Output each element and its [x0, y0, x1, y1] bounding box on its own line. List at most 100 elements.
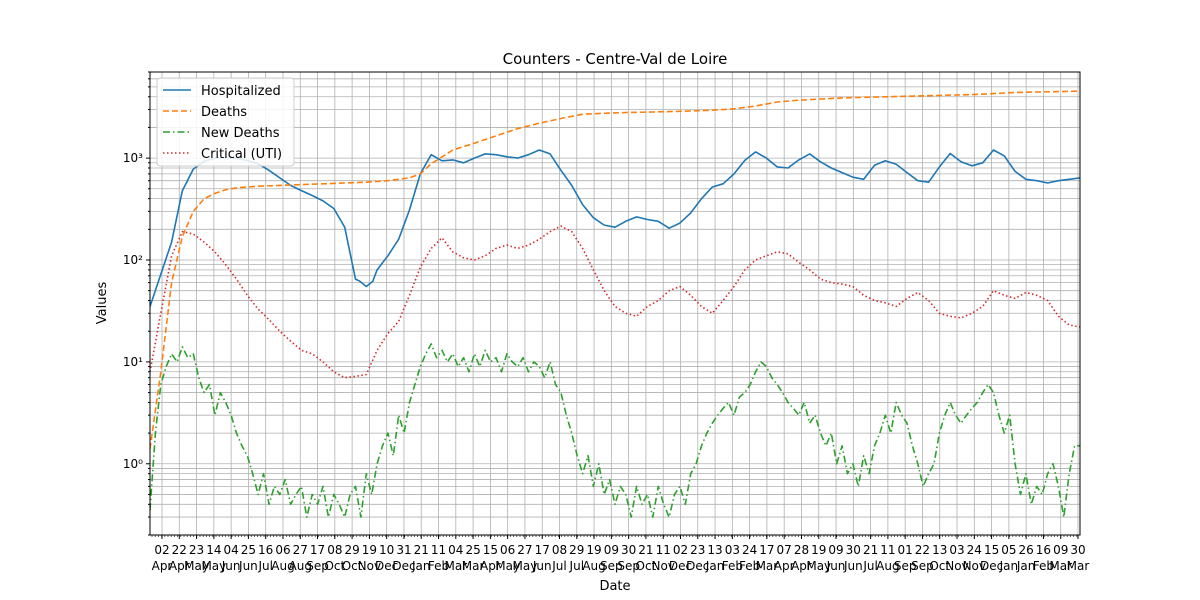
x-tick-day: 22 — [172, 543, 187, 557]
x-tick-month: Apr — [480, 559, 501, 573]
x-tick-day: 03 — [725, 543, 740, 557]
x-tick-day: 24 — [967, 543, 982, 557]
x-tick-month: May — [495, 559, 520, 573]
x-tick-day: 04 — [448, 543, 463, 557]
x-tick-day: 16 — [1036, 543, 1051, 557]
x-tick-month: Jun — [532, 559, 552, 573]
x-tick-day: 29 — [569, 543, 584, 557]
x-tick-month: Sep — [306, 559, 329, 573]
x-tick-month: Feb — [722, 559, 743, 573]
x-tick-month: Dec — [980, 559, 1003, 573]
x-tick-month: Apr — [152, 559, 173, 573]
legend-label-1: Deaths — [201, 105, 247, 120]
x-tick-day: 04 — [223, 543, 238, 557]
x-tick-day: 17 — [535, 543, 550, 557]
x-tick-month: Aug — [876, 559, 899, 573]
x-tick-day: 23 — [189, 543, 204, 557]
x-tick-month: Jan — [705, 559, 725, 573]
x-tick-month: Sep — [600, 559, 623, 573]
x-tick-day: 09 — [828, 543, 843, 557]
x-tick-day: 21 — [414, 543, 429, 557]
x-tick-day: 26 — [1019, 543, 1034, 557]
x-tick-day: 22 — [915, 543, 930, 557]
x-tick-month: Jan — [1016, 559, 1036, 573]
x-tick-month: Aug — [271, 559, 294, 573]
series-lines — [150, 90, 1080, 518]
legend-label-0: Hospitalized — [201, 84, 281, 99]
x-tick-day: 25 — [241, 543, 256, 557]
x-tick-day: 08 — [327, 543, 342, 557]
x-tick-month: Nov — [945, 559, 968, 573]
x-tick-month: Oct — [342, 559, 363, 573]
x-tick-day: 27 — [293, 543, 308, 557]
x-tick-day: 10 — [379, 543, 394, 557]
x-tick-month: Oct — [324, 559, 345, 573]
x-tick-day: 09 — [1053, 543, 1068, 557]
x-tick-day: 08 — [552, 543, 567, 557]
x-tick-day: 30 — [621, 543, 636, 557]
x-tick-day: 23 — [690, 543, 705, 557]
x-tick-month: Apr — [169, 559, 190, 573]
x-tick-month: Jun — [826, 559, 846, 573]
x-tick-month: Nov — [651, 559, 674, 573]
x-tick-month: May — [513, 559, 538, 573]
x-tick-month: Jul — [257, 559, 272, 573]
x-tick-month: Dec — [392, 559, 415, 573]
x-tick-month: Feb — [739, 559, 760, 573]
x-tick-day: 13 — [707, 543, 722, 557]
x-tick-month: Feb — [428, 559, 449, 573]
x-tick-month: Dec — [669, 559, 692, 573]
x-tick-month: Oct — [636, 559, 657, 573]
x-tick-month: Nov — [963, 559, 986, 573]
x-tick-day: 06 — [275, 543, 290, 557]
x-tick-month: Feb — [1033, 559, 1054, 573]
x-tick-day: 05 — [1001, 543, 1016, 557]
x-tick-month: Sep — [894, 559, 917, 573]
series-line-1 — [150, 90, 1080, 450]
x-tick-day: 03 — [949, 543, 964, 557]
plot-frame — [149, 71, 1081, 536]
x-tick-month: Mar — [756, 559, 779, 573]
legend-label-2: New Deaths — [201, 126, 280, 141]
x-tick-month: May — [806, 559, 831, 573]
x-tick-day: 01 — [898, 543, 913, 557]
x-tick-day: 16 — [258, 543, 273, 557]
x-tick-month: May — [184, 559, 209, 573]
x-tick-day: 06 — [500, 543, 515, 557]
x-tick-month: Oct — [929, 559, 950, 573]
x-tick-month: Mar — [444, 559, 467, 573]
series-line-0 — [150, 149, 1080, 307]
x-tick-day: 29 — [344, 543, 359, 557]
x-tick-day: 21 — [638, 543, 653, 557]
x-tick-day: 30 — [846, 543, 861, 557]
x-tick-day: 15 — [483, 543, 498, 557]
x-tick-day: 13 — [932, 543, 947, 557]
y-tick-label: 10³ — [123, 151, 143, 165]
x-tick-day: 19 — [811, 543, 826, 557]
x-axis-label: Date — [599, 579, 630, 594]
x-tick-month: Nov — [358, 559, 381, 573]
x-tick-day: 02 — [673, 543, 688, 557]
x-tick-month: May — [201, 559, 226, 573]
x-tick-month: Jan — [999, 559, 1019, 573]
x-tick-month: Jun — [221, 559, 241, 573]
chart-title: Counters - Centre-Val de Loire — [503, 50, 728, 68]
x-tick-day: 11 — [656, 543, 671, 557]
x-tick-month: Jun — [238, 559, 258, 573]
y-axis-label: Values — [95, 282, 110, 325]
x-tick-day: 02 — [154, 543, 169, 557]
x-tick-day: 31 — [396, 543, 411, 557]
y-tick-label: 10¹ — [123, 355, 143, 369]
series-line-2 — [150, 343, 1080, 518]
x-tick-month: Jul — [862, 559, 877, 573]
x-tick-day: 07 — [777, 543, 792, 557]
x-tick-month: Dec — [375, 559, 398, 573]
x-tick-day: 28 — [794, 543, 809, 557]
legend-box — [156, 77, 295, 167]
x-tick-day: 19 — [586, 543, 601, 557]
x-tick-month: Sep — [911, 559, 934, 573]
x-tick-month: Mar — [1049, 559, 1072, 573]
x-tick-day: 09 — [604, 543, 619, 557]
x-tick-day: 24 — [742, 543, 757, 557]
legend-label-3: Critical (UTI) — [201, 147, 282, 162]
